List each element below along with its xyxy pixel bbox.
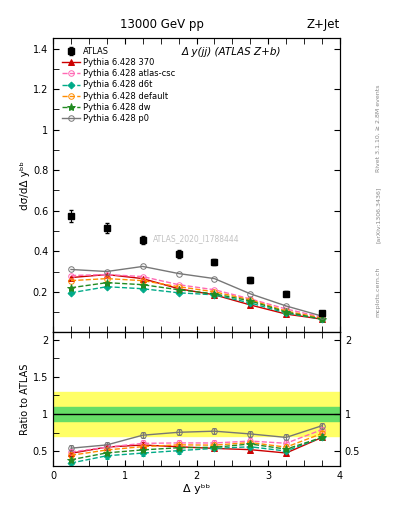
Legend: ATLAS, Pythia 6.428 370, Pythia 6.428 atlas-csc, Pythia 6.428 d6t, Pythia 6.428 : ATLAS, Pythia 6.428 370, Pythia 6.428 at… [60,46,177,124]
Y-axis label: Ratio to ATLAS: Ratio to ATLAS [20,364,30,435]
Bar [53,407,340,421]
Text: ATLAS_2020_I1788444: ATLAS_2020_I1788444 [153,234,240,243]
Text: 13000 GeV pp: 13000 GeV pp [120,18,204,31]
Text: Rivet 3.1.10, ≥ 2.8M events: Rivet 3.1.10, ≥ 2.8M events [376,84,380,172]
Text: [arXiv:1306.3436]: [arXiv:1306.3436] [376,187,380,243]
Text: Z+Jet: Z+Jet [307,18,340,31]
Text: Δ y(jj) (ATLAS Z+b): Δ y(jj) (ATLAS Z+b) [181,47,281,57]
Y-axis label: dσ/dΔ yᵇᵇ: dσ/dΔ yᵇᵇ [20,161,30,210]
Text: mcplots.cern.ch: mcplots.cern.ch [376,267,380,317]
Bar [53,392,340,436]
X-axis label: Δ yᵇᵇ: Δ yᵇᵇ [183,483,210,494]
